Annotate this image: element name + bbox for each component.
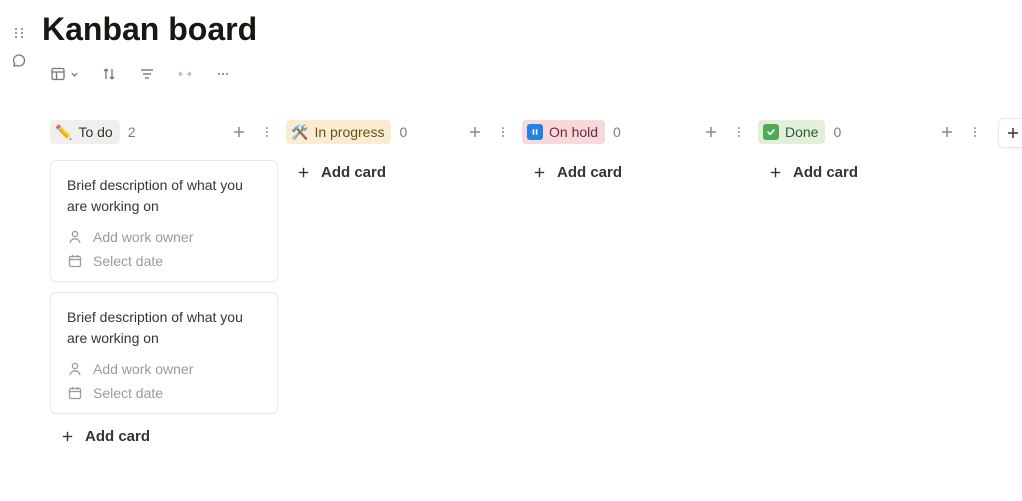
plus-icon (296, 165, 311, 180)
page-title: Kanban board (42, 10, 257, 48)
kanban-card[interactable]: Brief description of what you are workin… (50, 292, 278, 414)
card-owner[interactable]: Add work owner (67, 361, 261, 377)
column-emoji: ✏️ (55, 125, 72, 139)
filter-icon (139, 66, 155, 82)
person-icon (67, 361, 83, 377)
plus-icon (532, 165, 547, 180)
column-label-text: To do (78, 122, 112, 142)
column-emoji: 🛠️ (291, 125, 308, 139)
column-done: Done 0 Add card (758, 118, 994, 185)
card-owner[interactable]: Add work owner (67, 229, 261, 245)
column-in-progress: 🛠️ In progress 0 Add card (286, 118, 522, 185)
add-card-label: Add card (557, 164, 622, 181)
card-date[interactable]: Select date (67, 253, 261, 269)
column-label-text: Done (785, 122, 818, 142)
column-add-button[interactable] (464, 120, 486, 144)
column-count: 2 (128, 124, 136, 140)
plus-icon (768, 165, 783, 180)
card-date[interactable]: Select date (67, 385, 261, 401)
add-card-label: Add card (85, 428, 150, 445)
column-count: 0 (613, 124, 621, 140)
kanban-card[interactable]: Brief description of what you are workin… (50, 160, 278, 282)
column-on-hold: On hold 0 Add card (522, 118, 758, 185)
card-date-placeholder: Select date (93, 385, 163, 401)
sort-icon (101, 66, 117, 82)
more-icon (215, 66, 231, 82)
add-card-button[interactable]: Add card (758, 160, 986, 185)
plus-icon (60, 429, 75, 444)
sort-button[interactable] (101, 66, 117, 82)
add-column-button[interactable] (998, 118, 1022, 148)
calendar-icon (67, 385, 83, 401)
column-label-text: In progress (314, 122, 384, 142)
toolbar (10, 66, 1022, 82)
column-count: 0 (399, 124, 407, 140)
column-more-button[interactable] (492, 120, 514, 144)
card-date-placeholder: Select date (93, 253, 163, 269)
filter-button[interactable] (139, 66, 155, 82)
column-label[interactable]: On hold (522, 120, 605, 144)
person-icon (67, 229, 83, 245)
chevron-down-icon (70, 70, 79, 79)
view-switcher[interactable] (50, 66, 79, 82)
column-label[interactable]: ✏️ To do (50, 120, 120, 144)
column-add-button[interactable] (700, 120, 722, 144)
expand-icon (177, 66, 193, 82)
column-label-text: On hold (549, 122, 598, 142)
drag-handle-icon[interactable] (10, 24, 28, 42)
column-more-button[interactable] (256, 120, 278, 144)
more-button[interactable] (215, 66, 231, 82)
add-card-label: Add card (793, 164, 858, 181)
card-title: Brief description of what you are workin… (67, 175, 261, 217)
card-owner-placeholder: Add work owner (93, 361, 193, 377)
kanban-board: ✏️ To do 2 Brief description of what you ar… (10, 118, 1022, 449)
expand-button[interactable] (177, 66, 193, 82)
column-count: 0 (833, 124, 841, 140)
column-label[interactable]: Done (758, 120, 825, 144)
add-card-label: Add card (321, 164, 386, 181)
add-card-button[interactable]: Add card (50, 424, 278, 449)
column-todo: ✏️ To do 2 Brief description of what you ar… (50, 118, 286, 449)
comment-icon[interactable] (10, 52, 28, 70)
add-card-button[interactable]: Add card (522, 160, 750, 185)
column-more-button[interactable] (728, 120, 750, 144)
column-add-button[interactable] (228, 120, 250, 144)
calendar-icon (67, 253, 83, 269)
column-add-button[interactable] (936, 120, 958, 144)
column-label[interactable]: 🛠️ In progress (286, 120, 391, 144)
add-card-button[interactable]: Add card (286, 160, 514, 185)
layout-icon (50, 66, 66, 82)
card-owner-placeholder: Add work owner (93, 229, 193, 245)
column-more-button[interactable] (964, 120, 986, 144)
card-title: Brief description of what you are workin… (67, 307, 261, 349)
